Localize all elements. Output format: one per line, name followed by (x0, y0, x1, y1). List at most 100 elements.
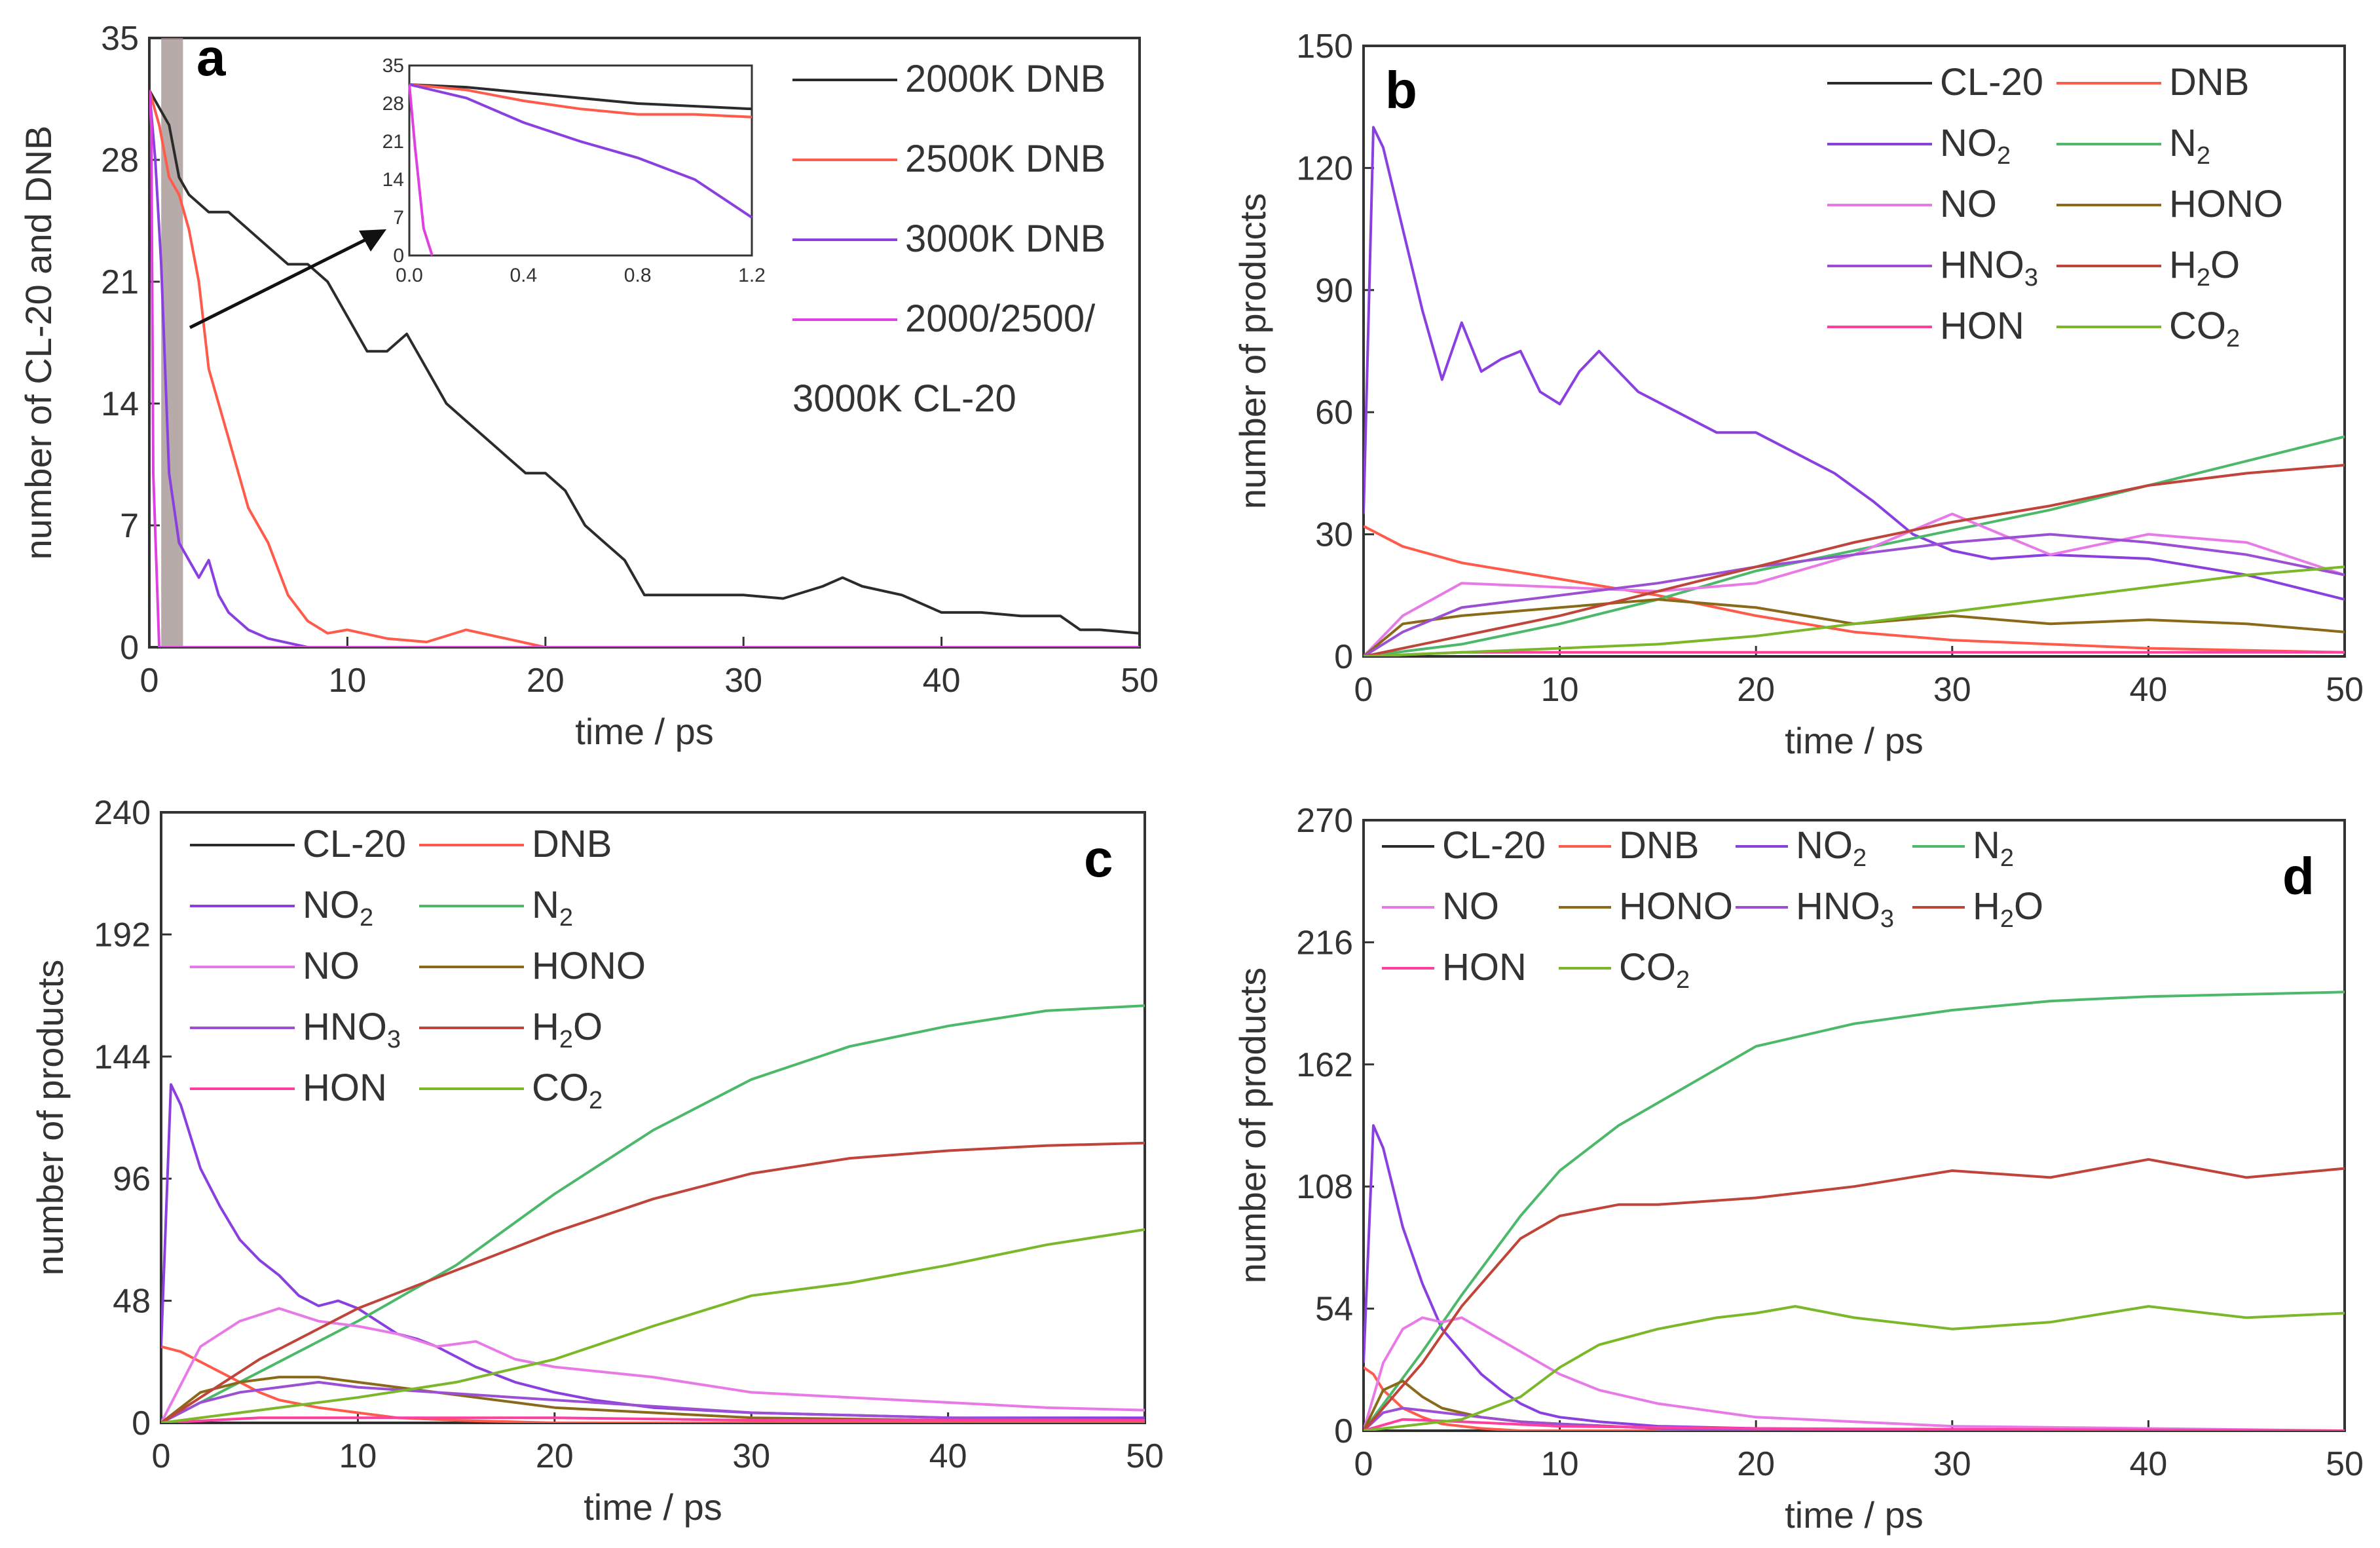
legend-label: HNO3 (1940, 244, 2038, 292)
legend-label: NO2 (303, 884, 373, 932)
legend-label: CO2 (1619, 946, 1690, 994)
legend-sub: 2 (559, 1026, 573, 1053)
legend-label: HONO (2169, 183, 2283, 225)
x-tick-label: 20 (1737, 1445, 1775, 1483)
inset: 0.0 0.4 0.8 1.2 0 7 14 21 28 35 (382, 55, 766, 286)
inset-x-tick-label: 0.4 (510, 265, 537, 286)
series-line-2000-2500-3000k-cl-20 (149, 90, 1140, 647)
legend-sub: 3 (1880, 905, 1894, 933)
legend-label: NO (1442, 885, 1499, 928)
legend-sub: 2 (2226, 325, 2240, 352)
x-tick-label: 30 (724, 662, 762, 700)
x-axis-title: time / ps (1785, 1494, 1924, 1536)
x-axis-title: time / ps (584, 1486, 722, 1528)
legend-sub: 2 (2197, 264, 2210, 292)
legend-base: HNO (1796, 885, 1880, 928)
y-tick-label: 48 (113, 1283, 151, 1321)
x-tick-label: 20 (1737, 671, 1775, 709)
legend-sub: 2 (1676, 966, 1690, 994)
series-line-co2 (1364, 1305, 2345, 1431)
legend-base: H (2169, 244, 2197, 286)
legend: 2000K DNB 2500K DNB 3000K DNB 2000/2500/300… (792, 58, 1106, 420)
legend-sub: 2 (2000, 844, 2014, 872)
y-tick-label: 0 (1334, 1412, 1353, 1450)
y-tick-label: 35 (101, 20, 139, 58)
x-tick-label: 0 (140, 662, 159, 700)
x-tick-label: 0 (152, 1437, 171, 1475)
legend-base: HONO (1619, 885, 1733, 928)
series-line-no (1364, 1316, 2345, 1431)
legend-label: DNB (2169, 61, 2249, 104)
legend-label: H2O (1973, 885, 2043, 933)
panel-d: 0 10 20 30 40 50 0 54 108 162 216 270 time / ps numbe… (1232, 802, 2364, 1536)
legend-label: CL-20 (1442, 824, 1546, 867)
inset-x-tick-label: 1.2 (738, 265, 766, 286)
y-tick-label: 14 (101, 385, 139, 423)
x-axis-title: time / ps (575, 711, 714, 752)
legend-label: HNO3 (303, 1006, 401, 1053)
x-tick-label: 20 (527, 662, 565, 700)
x-tick-label: 40 (929, 1437, 967, 1475)
inset-frame (408, 64, 753, 257)
y-tick-label: 216 (1296, 924, 1353, 962)
panel-letter: d (2282, 847, 2315, 905)
inset-series-line (409, 83, 753, 219)
inset-y-tick-label: 28 (382, 93, 404, 115)
series-line-hno3 (1364, 533, 2345, 656)
panel-letter: a (196, 28, 226, 86)
series-group (1364, 126, 2345, 656)
x-tick-label: 0 (1354, 1445, 1373, 1483)
legend-label: HNO3 (1796, 885, 1894, 933)
inset-x-tick-label: 0.0 (396, 265, 423, 286)
y-tick-label: 270 (1296, 802, 1353, 840)
y-tick-label: 0 (1334, 638, 1353, 676)
legend-label-line2: 3000K CL-20 (792, 377, 1016, 420)
y-tick-label: 54 (1315, 1291, 1353, 1329)
y-tick-label: 150 (1296, 28, 1353, 66)
legend-base2: O (2210, 244, 2240, 286)
series-line-dnb (1364, 1366, 2345, 1431)
inset-y-tick-label: 0 (393, 245, 404, 267)
legend-sub: 2 (559, 904, 573, 932)
legend-label: N2 (2169, 122, 2210, 170)
series-line-n2 (1364, 435, 2345, 656)
y-tick-label: 60 (1315, 394, 1353, 432)
series-line-h2o (161, 1141, 1145, 1423)
legend-sub: 2 (2000, 905, 2014, 933)
y-axis-title: number of products (29, 960, 71, 1275)
legend-label: NO (1940, 183, 1997, 225)
legend-base: CO (2169, 305, 2226, 347)
legend-label: H2O (532, 1006, 603, 1053)
x-tick-label: 50 (2326, 1445, 2364, 1483)
legend-label: 2000/2500/ (905, 297, 1096, 340)
y-tick-label: 108 (1296, 1168, 1353, 1206)
x-tick-label: 30 (1933, 1445, 1971, 1483)
legend-base: DNB (2169, 61, 2249, 104)
legend-base: N (2169, 122, 2197, 164)
legend-base: HON (1940, 305, 2024, 347)
panel-a: 0 10 20 30 40 50 0 7 14 21 28 35 time / ps number of … (18, 20, 1159, 752)
legend-base: HONO (2169, 183, 2283, 225)
x-tick-label: 10 (1541, 1445, 1579, 1483)
legend-label: NO2 (1796, 824, 1867, 872)
series-line-no2 (1364, 126, 2345, 601)
legend-label: HONO (532, 945, 646, 987)
legend-base: HON (1442, 946, 1527, 989)
legend-label: HONO (1619, 885, 1733, 928)
series-line-co2 (1364, 565, 2345, 656)
panel-b: 0 10 20 30 40 50 0 30 60 90 120 150 time / ps number … (1232, 28, 2364, 761)
legend-base: DNB (532, 823, 612, 865)
legend-label: 2000K DNB (905, 58, 1106, 100)
x-tick-label: 10 (1541, 671, 1579, 709)
series-line-hno3 (161, 1380, 1145, 1423)
legend-base: NO (1796, 824, 1853, 867)
y-tick-label: 240 (94, 794, 151, 832)
y-axis-title: number of products (1232, 968, 1273, 1283)
legend-base: NO (1940, 183, 1997, 225)
legend-base: NO (1940, 122, 1997, 164)
series-line-h2o (1364, 464, 2345, 656)
legend-label: HON (303, 1067, 387, 1109)
series-group (149, 89, 1140, 647)
legend-base: DNB (1619, 824, 1699, 867)
legend-sub: 3 (387, 1026, 401, 1053)
